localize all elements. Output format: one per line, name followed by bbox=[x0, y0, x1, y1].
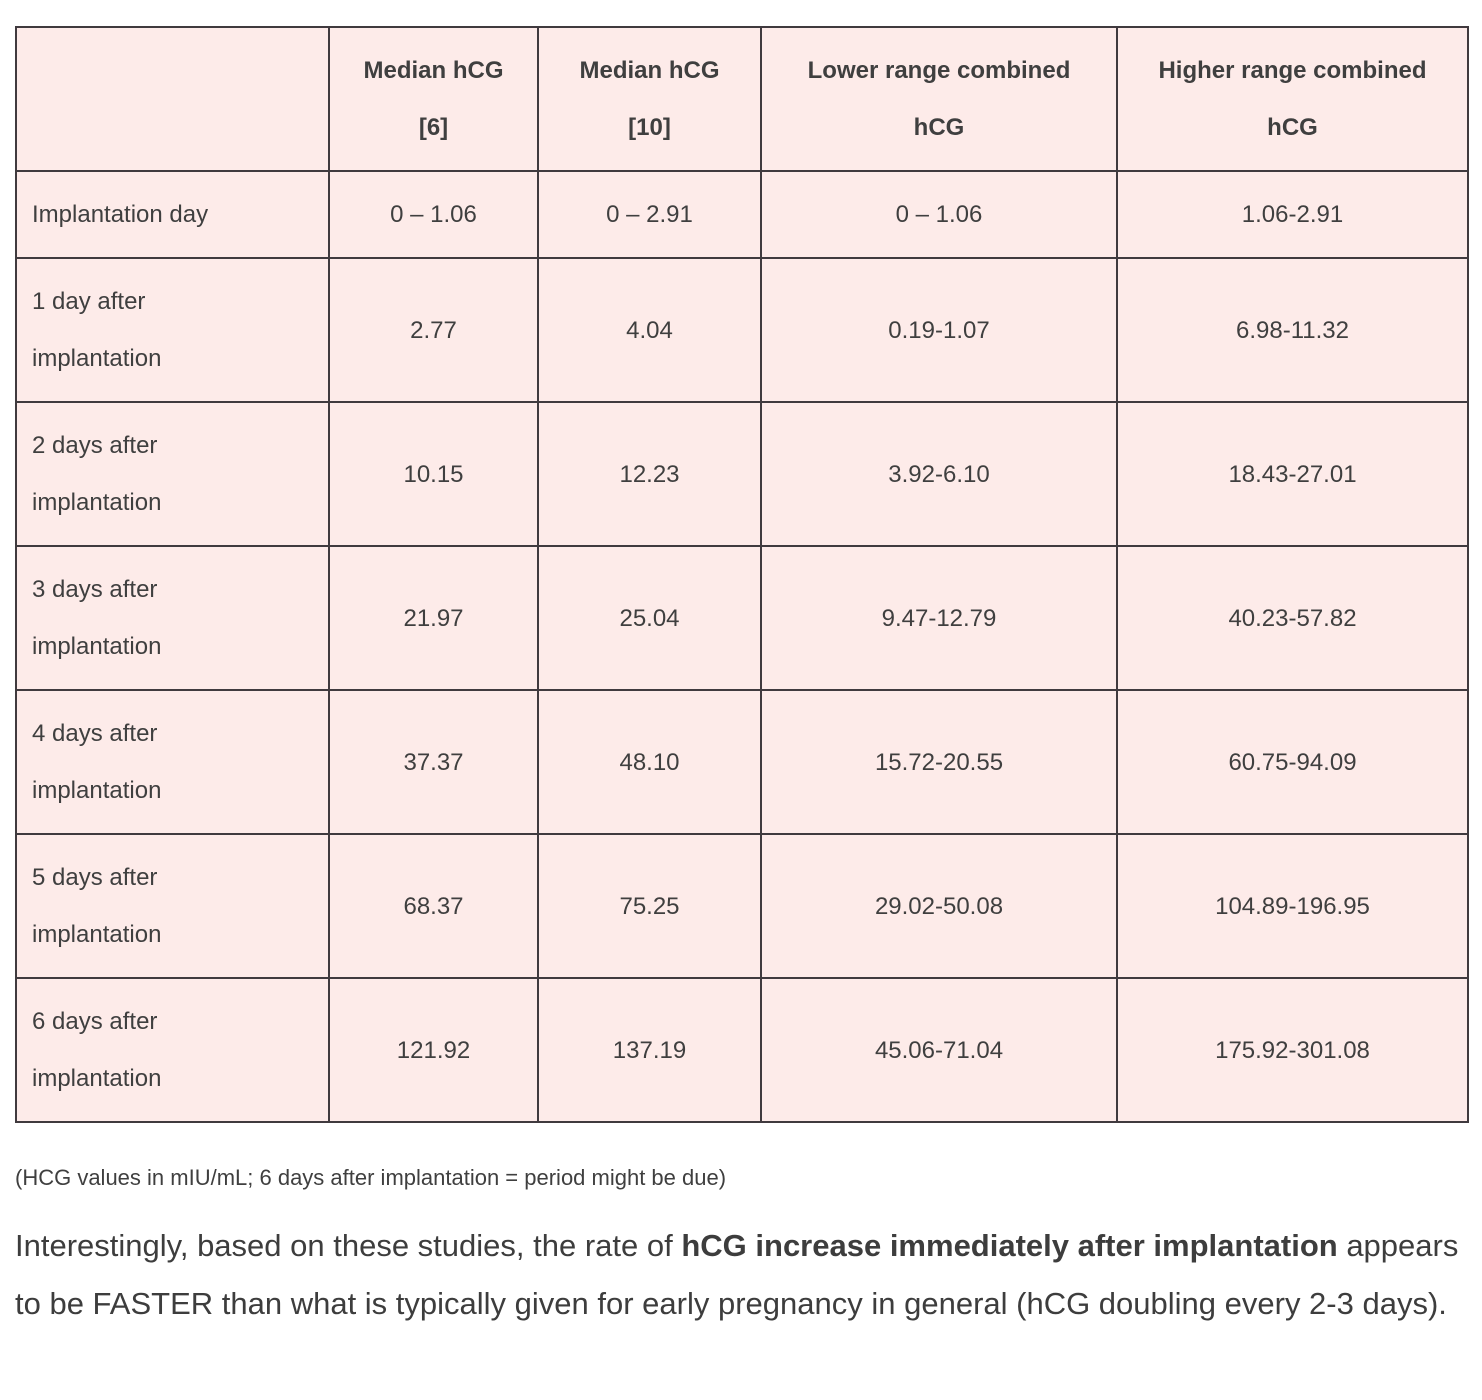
row-label-cell: 2 days after implantation bbox=[15, 401, 330, 547]
row-label-line: implantation bbox=[32, 777, 162, 804]
value-cell: 18.43-27.01 bbox=[1116, 401, 1469, 547]
header-line: Median hCG bbox=[579, 57, 720, 84]
summary-text-bold: hCG increase immediately after implantat… bbox=[681, 1228, 1338, 1263]
row-label-line: 6 days after bbox=[32, 1008, 158, 1035]
value-cell: 45.06-71.04 bbox=[760, 977, 1118, 1123]
value-cell: 121.92 bbox=[328, 977, 539, 1123]
table-row: 4 days after implantation 37.37 48.10 15.72-… bbox=[15, 689, 1469, 835]
header-line: Higher range combined bbox=[1158, 57, 1427, 84]
header-line: Median hCG bbox=[363, 57, 504, 84]
value-cell: 6.98-11.32 bbox=[1116, 257, 1469, 403]
row-label-cell: 1 day after implantation bbox=[15, 257, 330, 403]
value-cell: 0.19-1.07 bbox=[760, 257, 1118, 403]
row-label-cell: 5 days after implantation bbox=[15, 833, 330, 979]
value-cell: 175.92-301.08 bbox=[1116, 977, 1469, 1123]
table-row: 6 days after implantation 121.92 137.19 45.0… bbox=[15, 977, 1469, 1123]
summary-paragraph: Interestingly, based on these studies, t… bbox=[15, 1217, 1467, 1333]
summary-text-before: Interestingly, based on these studies, t… bbox=[15, 1228, 682, 1263]
table-row: 3 days after implantation 21.97 25.04 9.47-1… bbox=[15, 545, 1469, 691]
column-header-cell: Lower range combined hCG bbox=[760, 26, 1118, 172]
table-row: Implantation day 0 – 1.06 0 – 2.91 0 – 1.06… bbox=[15, 170, 1469, 259]
row-label-line: 2 days after bbox=[32, 432, 158, 459]
hcg-values-table: Median hCG [6] Median hCG [10] Lower range c… bbox=[15, 26, 1469, 1123]
row-label-line: implantation bbox=[32, 345, 162, 372]
value-cell: 68.37 bbox=[328, 833, 539, 979]
value-cell: 104.89-196.95 bbox=[1116, 833, 1469, 979]
header-line: hCG bbox=[913, 114, 965, 141]
column-header-cell: Higher range combined hCG bbox=[1116, 26, 1469, 172]
value-cell: 0 – 1.06 bbox=[328, 170, 539, 259]
value-cell: 0 – 2.91 bbox=[537, 170, 762, 259]
table-header-row: Median hCG [6] Median hCG [10] Lower range c… bbox=[15, 26, 1469, 172]
table-row: 1 day after implantation 2.77 4.04 0.19-1.07… bbox=[15, 257, 1469, 403]
value-cell: 137.19 bbox=[537, 977, 762, 1123]
value-cell: 4.04 bbox=[537, 257, 762, 403]
row-label-line: 1 day after bbox=[32, 288, 146, 315]
value-cell: 12.23 bbox=[537, 401, 762, 547]
header-line: [10] bbox=[628, 114, 671, 141]
value-cell: 15.72-20.55 bbox=[760, 689, 1118, 835]
value-cell: 0 – 1.06 bbox=[760, 170, 1118, 259]
value-cell: 75.25 bbox=[537, 833, 762, 979]
column-header-cell: Median hCG [10] bbox=[537, 26, 762, 172]
value-cell: 48.10 bbox=[537, 689, 762, 835]
header-line: hCG bbox=[1267, 114, 1318, 141]
row-label-line: implantation bbox=[32, 489, 162, 516]
value-cell: 37.37 bbox=[328, 689, 539, 835]
row-label-line: 4 days after bbox=[32, 720, 158, 747]
value-cell: 21.97 bbox=[328, 545, 539, 691]
value-cell: 2.77 bbox=[328, 257, 539, 403]
row-label-cell: 4 days after implantation bbox=[15, 689, 330, 835]
row-label-line: implantation bbox=[32, 921, 162, 948]
value-cell: 25.04 bbox=[537, 545, 762, 691]
row-label-line: implantation bbox=[32, 633, 162, 660]
value-cell: 60.75-94.09 bbox=[1116, 689, 1469, 835]
value-cell: 1.06-2.91 bbox=[1116, 170, 1469, 259]
value-cell: 10.15 bbox=[328, 401, 539, 547]
column-header-cell: Median hCG [6] bbox=[328, 26, 539, 172]
row-label-cell: Implantation day bbox=[15, 170, 330, 259]
value-cell: 40.23-57.82 bbox=[1116, 545, 1469, 691]
row-label-line: implantation bbox=[32, 1065, 162, 1092]
header-line: Lower range combined bbox=[807, 57, 1071, 84]
article-content: Median hCG [6] Median hCG [10] Lower range c… bbox=[15, 26, 1469, 1333]
row-label-cell: 6 days after implantation bbox=[15, 977, 330, 1123]
row-label-line: 3 days after bbox=[32, 576, 158, 603]
summary-text-after: appears to be FASTER than what is typica… bbox=[15, 1228, 1459, 1321]
value-cell: 29.02-50.08 bbox=[760, 833, 1118, 979]
table-row: 5 days after implantation 68.37 75.25 29.02-… bbox=[15, 833, 1469, 979]
row-label-line: 5 days after bbox=[32, 864, 158, 891]
header-line: [6] bbox=[418, 114, 449, 141]
row-label-cell: 3 days after implantation bbox=[15, 545, 330, 691]
row-label-line: Implantation day bbox=[32, 201, 209, 228]
value-cell: 3.92-6.10 bbox=[760, 401, 1118, 547]
corner-header-cell bbox=[15, 26, 330, 172]
table-row: 2 days after implantation 10.15 12.23 3.92-6… bbox=[15, 401, 1469, 547]
value-cell: 9.47-12.79 bbox=[760, 545, 1118, 691]
table-caption: (HCG values in mIU/mL; 6 days after impl… bbox=[15, 1165, 727, 1190]
